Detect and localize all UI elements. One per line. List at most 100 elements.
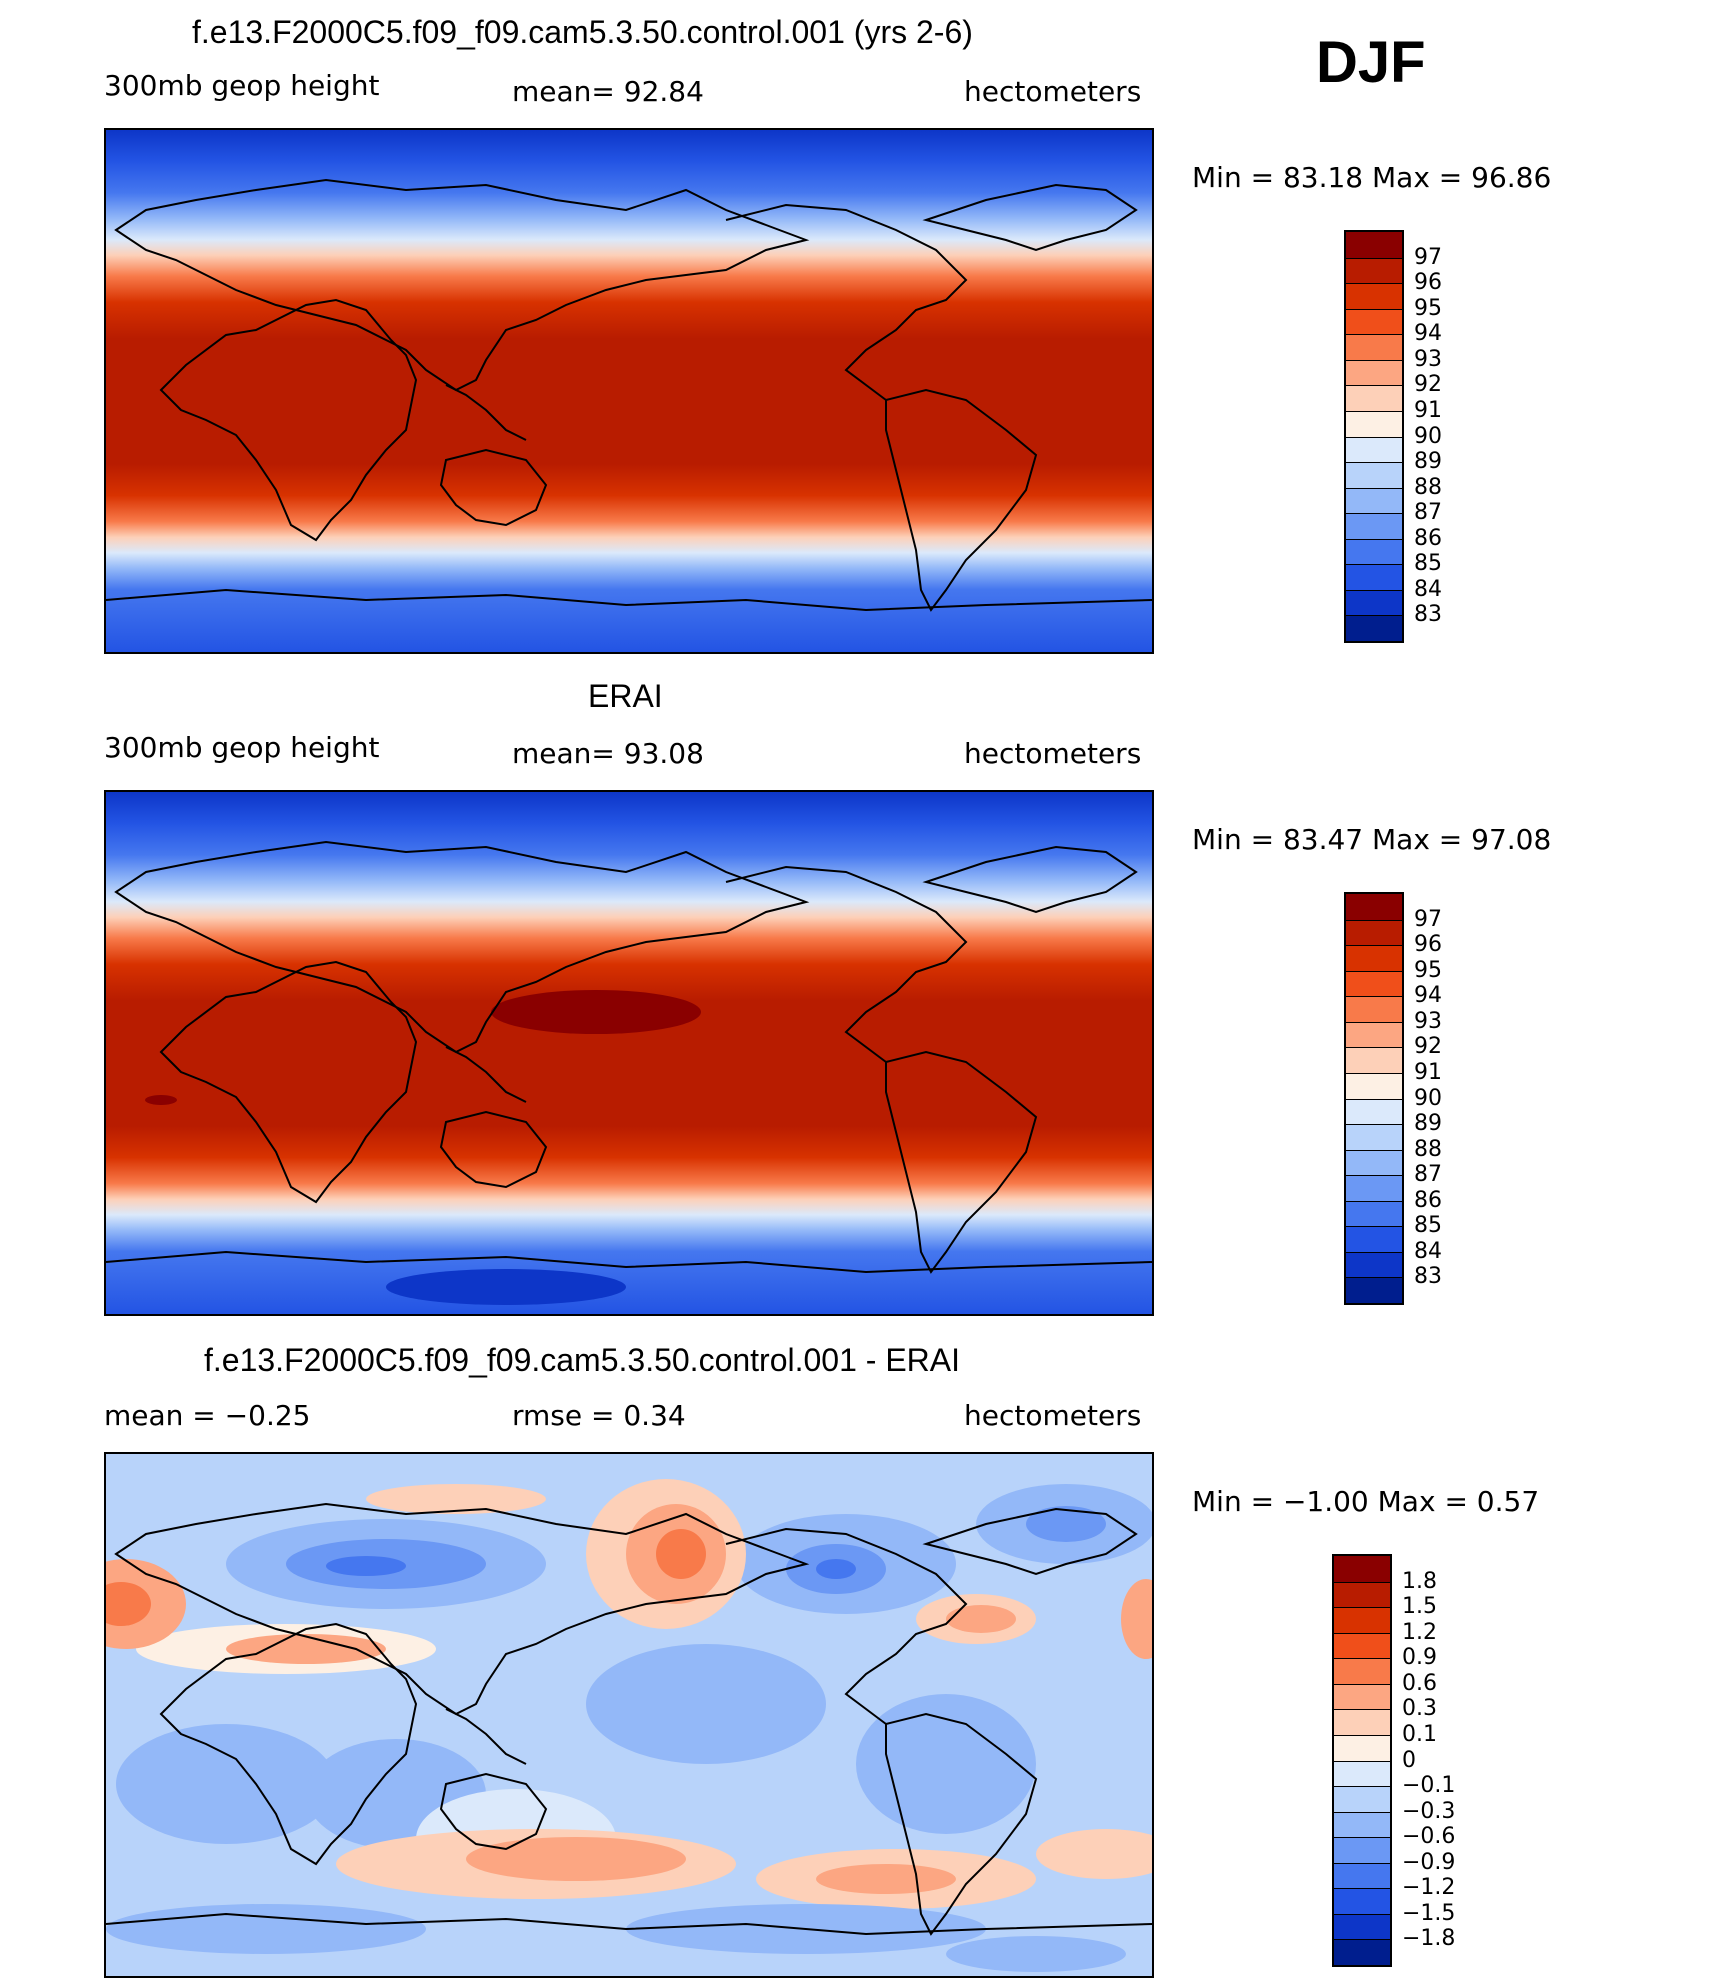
panel1-variable-label: 300mb geop height [104,69,380,102]
colorbar-swatch [1334,1556,1390,1582]
colorbar-swatch [1346,308,1402,335]
colorbar-swatch [1334,1786,1390,1812]
panel2-colorbar [1344,892,1404,1305]
panel3-title: f.e13.F2000C5.f09_f09.cam5.3.50.control.… [204,1342,961,1378]
colorbar-tick-label: 91 [1414,1059,1442,1085]
colorbar-swatch [1346,436,1402,463]
colorbar-tick-label: 93 [1414,1008,1442,1034]
colorbar-swatch [1346,385,1402,411]
colorbar-tick-label: 89 [1414,449,1442,475]
colorbar-tick-label: 0.9 [1402,1645,1437,1671]
colorbar-tick-label: 0.6 [1402,1670,1437,1696]
colorbar-swatch [1334,1607,1390,1633]
panel2-min-cell-antarctic [386,1269,626,1305]
colorbar-swatch [1334,1658,1390,1684]
panel1-mean-label: mean= 92.84 [512,75,704,108]
colorbar-tick-label: −1.5 [1402,1900,1456,1926]
panel2-map [104,790,1154,1316]
colorbar-swatch [1346,1124,1402,1150]
colorbar-swatch [1346,1072,1402,1099]
colorbar-swatch [1346,894,1402,920]
panel2-field [106,792,1152,1314]
colorbar-tick-label: 86 [1414,1187,1442,1213]
panel1-map-svg [106,130,1152,652]
colorbar-swatch [1334,1683,1390,1710]
colorbar-swatch [1346,1175,1402,1201]
colorbar-swatch [1346,410,1402,437]
colorbar-swatch [1346,996,1402,1022]
colorbar-tick-label: 1.8 [1402,1568,1437,1594]
colorbar-swatch [1346,1098,1402,1125]
colorbar-swatch [1334,1581,1390,1608]
panel2-units-label: hectometers [964,737,1142,770]
panel2-map-svg [106,792,1152,1314]
colorbar-tick-label: 92 [1414,1034,1442,1060]
colorbar-swatch [1346,487,1402,514]
colorbar-tick-label: 91 [1414,397,1442,423]
colorbar-swatch [1346,615,1402,641]
colorbar-tick-label: 92 [1414,372,1442,398]
colorbar-swatch [1346,945,1402,971]
colorbar-tick-label: 96 [1414,270,1442,296]
colorbar-tick-label: 83 [1414,602,1442,628]
colorbar-swatch [1334,1811,1390,1838]
panel1-colorbar [1344,230,1404,643]
season-label: DJF [1316,30,1426,95]
colorbar-swatch [1346,1200,1402,1227]
colorbar-tick-label: 1.5 [1402,1594,1437,1620]
colorbar-tick-label: 85 [1414,1213,1442,1239]
panel2-variable-label: 300mb geop height [104,731,380,764]
colorbar-swatch [1334,1837,1390,1863]
panel3-map [104,1452,1154,1978]
colorbar-swatch [1346,513,1402,539]
colorbar-tick-label: 95 [1414,957,1442,983]
colorbar-tick-label: −1.8 [1402,1926,1456,1952]
colorbar-swatch [1346,919,1402,946]
colorbar-swatch [1346,538,1402,565]
panel3-mean-label: mean = −0.25 [104,1399,311,1432]
colorbar-tick-label: 96 [1414,932,1442,958]
colorbar-tick-label: 87 [1414,500,1442,526]
panel2-minmax: Min = 83.47 Max = 97.08 [1192,823,1552,856]
panel2-title: ERAI [588,678,663,714]
colorbar-tick-label: 94 [1414,983,1442,1009]
panel2-max-cell-pacific [491,990,701,1034]
colorbar-tick-label: 95 [1414,295,1442,321]
colorbar-tick-label: 88 [1414,1136,1442,1162]
panel2-coastlines [106,840,1152,1274]
colorbar-swatch [1334,1734,1390,1761]
colorbar-swatch [1334,1709,1390,1735]
colorbar-tick-label: 89 [1414,1111,1442,1137]
colorbar-tick-label: 97 [1414,244,1442,270]
panel3-coastlines [106,1502,1152,1936]
colorbar-swatch [1334,1862,1390,1889]
colorbar-tick-label: 87 [1414,1162,1442,1188]
colorbar-swatch [1346,257,1402,284]
panel2-max-cell-africa [145,1095,177,1105]
colorbar-swatch [1334,1632,1390,1659]
panel3-map-svg [106,1454,1152,1976]
panel2-mean-label: mean= 93.08 [512,737,704,770]
colorbar-swatch [1346,462,1402,488]
colorbar-swatch [1346,1277,1402,1303]
colorbar-swatch [1346,334,1402,360]
colorbar-swatch [1334,1888,1390,1914]
panel3-units-label: hectometers [964,1399,1142,1432]
colorbar-tick-label: 1.2 [1402,1619,1437,1645]
colorbar-tick-label: −1.2 [1402,1875,1456,1901]
colorbar-tick-label: 97 [1414,906,1442,932]
colorbar-swatch [1334,1939,1390,1965]
colorbar-tick-label: 84 [1414,576,1442,602]
panel1-map [104,128,1154,654]
colorbar-swatch [1346,232,1402,258]
colorbar-swatch [1346,283,1402,309]
panel3-colorbar [1332,1554,1392,1967]
colorbar-tick-label: 86 [1414,525,1442,551]
colorbar-swatch [1346,970,1402,997]
panel3-minmax: Min = −1.00 Max = 0.57 [1192,1485,1540,1518]
colorbar-tick-label: −0.1 [1402,1773,1456,1799]
panel1-minmax: Min = 83.18 Max = 96.86 [1192,161,1552,194]
colorbar-tick-label: 0.1 [1402,1721,1437,1747]
panel1-units-label: hectometers [964,75,1142,108]
colorbar-tick-label: 90 [1414,423,1442,449]
